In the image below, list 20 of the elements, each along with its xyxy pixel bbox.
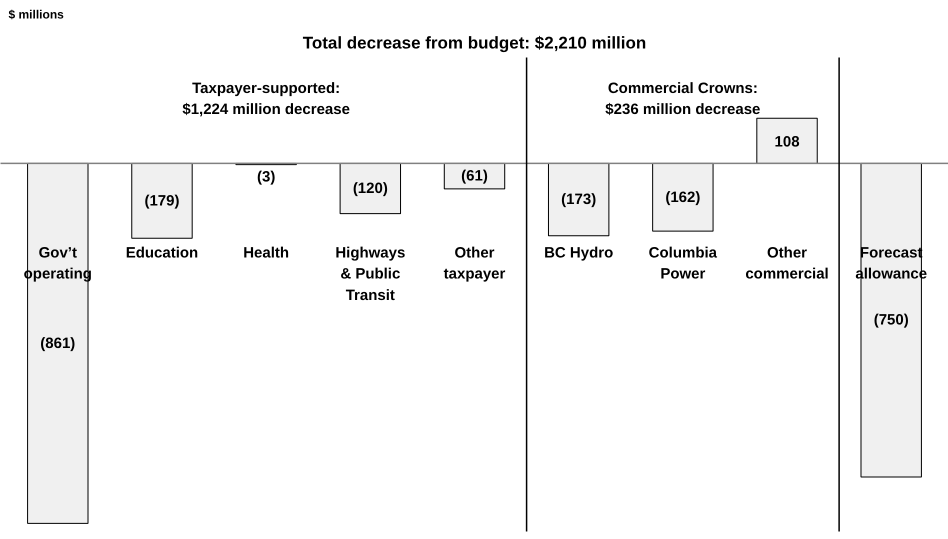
text: Taxpayer-supported: $1,224 million decrease [182,80,350,118]
x-tick-label: Other taxpayer [444,244,506,283]
x-tick-label: BC Hydro [544,244,614,262]
x-tick-label: Health [243,244,290,262]
data-label: (3) [256,168,276,186]
data-label: (861) [40,334,76,352]
x-tick-label: Other commercial [745,244,829,283]
data-label: 108 [774,133,800,150]
text: $ millions [8,8,64,22]
data-label: (61) [461,168,488,185]
x-tick-label: Highways & Public Transit [335,244,406,304]
x-tick-label: Columbia Power [648,244,718,283]
data-label: (120) [352,180,388,198]
text: Commercial Crowns: $236 million decrease [605,80,760,118]
data-label: (750) [874,312,909,329]
chart-subtitle: Total decrease from budget: $2,210 million [302,34,646,52]
data-label: (179) [144,192,180,210]
data-label: (162) [665,188,700,206]
data-label: (173) [561,191,596,208]
x-tick-label: Education [126,244,198,262]
